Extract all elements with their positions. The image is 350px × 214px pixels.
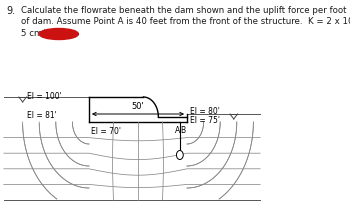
Text: 9.: 9. (6, 6, 15, 16)
Text: El = 80': El = 80' (190, 107, 220, 116)
Text: El = 75': El = 75' (190, 116, 220, 125)
Circle shape (176, 150, 183, 159)
Text: of dam. Assume Point A is 40 feet from the front of the structure.  K = 2 x 10-: of dam. Assume Point A is 40 feet from t… (21, 17, 350, 26)
Text: Calculate the flowrate beneath the dam shown and the uplift force per foot: Calculate the flowrate beneath the dam s… (21, 6, 346, 15)
Text: B: B (181, 126, 186, 135)
Text: A: A (175, 126, 181, 135)
Text: El = 81': El = 81' (27, 110, 57, 119)
Text: El = 100': El = 100' (27, 92, 62, 101)
Ellipse shape (39, 28, 78, 40)
Text: 50': 50' (132, 102, 144, 111)
Text: 5 cm/sec: 5 cm/sec (21, 28, 60, 37)
Text: El = 70': El = 70' (91, 127, 121, 136)
